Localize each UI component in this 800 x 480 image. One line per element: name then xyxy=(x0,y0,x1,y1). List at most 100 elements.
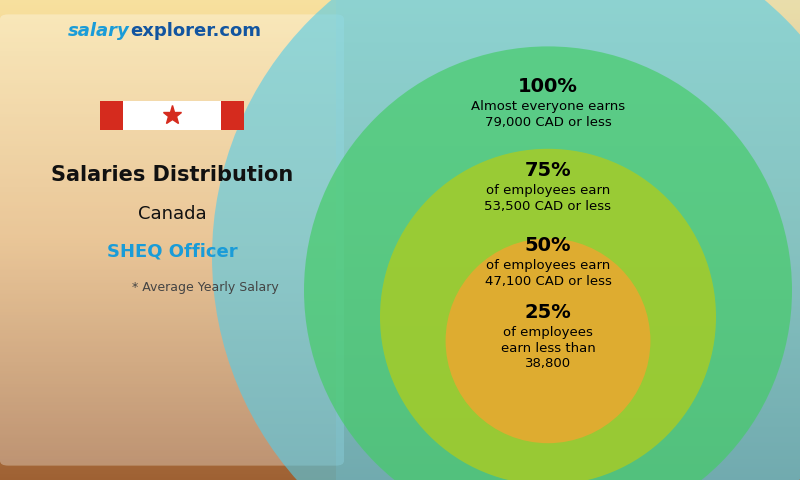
Bar xyxy=(0,110,800,112)
Bar xyxy=(0,1,800,3)
Bar xyxy=(0,354,800,355)
Bar xyxy=(0,48,800,49)
Bar xyxy=(0,259,800,261)
Bar xyxy=(0,128,800,130)
Bar xyxy=(0,157,800,158)
Bar xyxy=(0,237,800,239)
Bar xyxy=(0,23,800,24)
Bar xyxy=(0,347,800,349)
Bar xyxy=(0,117,800,119)
Bar xyxy=(0,349,800,350)
Text: earn less than: earn less than xyxy=(501,341,595,355)
Bar xyxy=(0,427,800,429)
Bar xyxy=(0,139,800,141)
Bar xyxy=(0,389,800,390)
Bar xyxy=(0,341,800,342)
Bar xyxy=(0,269,800,270)
Bar xyxy=(0,11,800,13)
Bar xyxy=(0,443,800,445)
Bar xyxy=(0,109,800,110)
Bar xyxy=(0,35,800,37)
Bar xyxy=(0,333,800,335)
Bar xyxy=(100,101,123,130)
Bar xyxy=(0,13,800,14)
Bar xyxy=(0,248,800,250)
Bar xyxy=(0,350,800,352)
Bar xyxy=(0,346,800,347)
Bar xyxy=(0,467,800,469)
Bar xyxy=(0,208,800,210)
Bar xyxy=(0,32,800,34)
Bar xyxy=(0,387,800,389)
Bar xyxy=(0,462,800,464)
Bar xyxy=(0,6,800,8)
Bar xyxy=(0,158,800,160)
Bar xyxy=(0,71,800,72)
Bar xyxy=(0,42,800,43)
Bar xyxy=(0,24,800,25)
Bar xyxy=(0,152,800,154)
Bar xyxy=(0,283,800,285)
Bar xyxy=(0,331,800,333)
Bar xyxy=(0,69,800,71)
Bar xyxy=(0,288,800,289)
Bar xyxy=(0,461,800,462)
Bar xyxy=(0,409,800,411)
Bar xyxy=(0,56,800,58)
Bar xyxy=(0,82,800,83)
Bar xyxy=(0,408,800,409)
Bar xyxy=(0,95,800,96)
Bar xyxy=(0,323,800,325)
Bar xyxy=(0,335,800,336)
Bar xyxy=(0,215,800,216)
Bar xyxy=(0,453,800,455)
Bar xyxy=(221,101,244,130)
Bar xyxy=(0,115,800,117)
Bar xyxy=(0,470,800,472)
Bar xyxy=(0,437,800,438)
Bar xyxy=(0,193,800,195)
Bar xyxy=(0,102,800,104)
Bar xyxy=(0,51,800,53)
Bar xyxy=(0,390,800,392)
Bar xyxy=(0,275,800,277)
Bar xyxy=(0,3,800,5)
Bar xyxy=(0,475,800,477)
Bar xyxy=(0,379,800,381)
Bar xyxy=(0,442,800,443)
Bar xyxy=(0,416,800,418)
Bar xyxy=(0,326,800,328)
Bar xyxy=(0,426,800,427)
Bar xyxy=(0,119,800,120)
Bar xyxy=(0,168,800,169)
Bar xyxy=(0,145,800,147)
Text: 38,800: 38,800 xyxy=(525,357,571,371)
Bar xyxy=(0,355,800,357)
Bar xyxy=(0,258,800,259)
Bar xyxy=(0,178,800,179)
Bar xyxy=(0,203,800,205)
Text: Canada: Canada xyxy=(138,204,206,223)
Bar xyxy=(0,274,800,275)
Bar xyxy=(0,318,800,320)
Ellipse shape xyxy=(304,47,792,480)
Bar xyxy=(0,85,800,86)
Bar xyxy=(0,395,800,397)
Bar xyxy=(0,141,800,143)
Bar xyxy=(0,360,800,361)
Bar xyxy=(0,365,800,366)
Bar xyxy=(0,291,800,293)
Bar xyxy=(0,256,800,258)
Bar xyxy=(0,16,800,18)
Ellipse shape xyxy=(212,0,800,480)
Bar xyxy=(0,394,800,395)
Bar xyxy=(0,97,800,99)
Bar xyxy=(0,226,800,227)
Bar xyxy=(0,282,800,283)
Bar xyxy=(0,18,800,19)
Bar xyxy=(0,0,800,1)
Bar xyxy=(0,383,800,384)
Bar xyxy=(0,25,800,27)
Bar xyxy=(0,53,800,54)
Bar xyxy=(336,0,800,480)
